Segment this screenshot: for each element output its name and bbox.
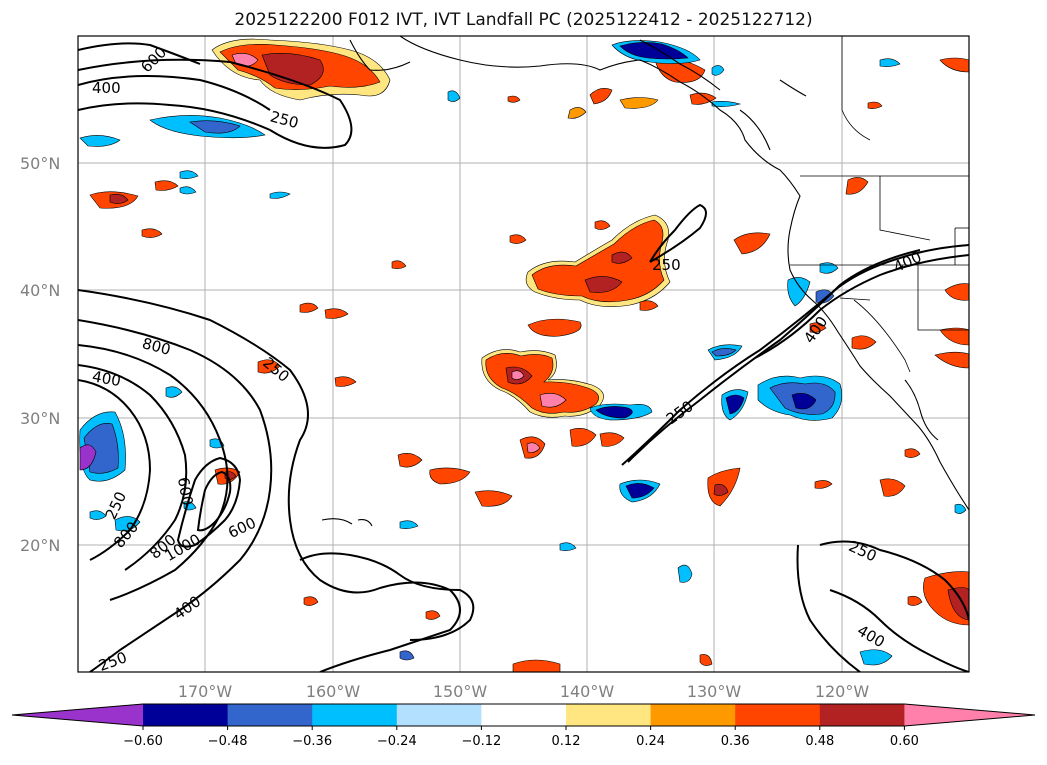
- contour-250-south: [819, 540, 969, 621]
- colorbar-extend-min: [12, 704, 143, 726]
- lon-label-160: 160°W: [306, 682, 361, 701]
- colorbar-segment: [481, 704, 567, 726]
- colorbar: [11, 703, 1036, 727]
- negative-ivt-blobs: [79, 40, 967, 666]
- colorbar-segment: [143, 704, 229, 726]
- colorbar-tick-label: −0.36: [292, 734, 332, 749]
- colorbar-tick-label: 0.60: [890, 734, 919, 749]
- colorbar-segment: [312, 704, 398, 726]
- contour-250-north: [78, 58, 353, 149]
- contour-label: 600: [174, 476, 197, 507]
- colorbar-segment: [396, 704, 482, 726]
- colorbar-segment: [819, 704, 905, 726]
- latitude-labels: 50°N 40°N 30°N 20°N: [20, 154, 60, 555]
- contour-label: 400: [92, 79, 121, 97]
- ivt-contours: [78, 42, 969, 672]
- contour-800-small: [176, 456, 242, 548]
- coastlines: [321, 36, 969, 527]
- lat-label-50: 50°N: [20, 154, 60, 173]
- map-title: 2025122200 F012 IVT, IVT Landfall PC (20…: [234, 10, 813, 30]
- contour-400-tongue: [754, 254, 969, 359]
- colorbar-extend-max: [904, 704, 1035, 726]
- contour-250-big: [78, 289, 461, 672]
- contour-400-south: [829, 589, 969, 672]
- colorbar-tick-label: −0.60: [123, 734, 163, 749]
- contour-600-west: [78, 344, 229, 601]
- contour-600-north: [78, 42, 201, 65]
- lat-label-40: 40°N: [20, 281, 60, 300]
- colorbar-segment: [566, 704, 652, 726]
- colorbar-tick-label: 0.36: [721, 734, 750, 749]
- colorbar-tick-label: 0.24: [636, 734, 665, 749]
- blob-alaska-west: [211, 38, 391, 101]
- colorbar-segment: [227, 704, 313, 726]
- contour-1000-west: [78, 379, 152, 561]
- blob-small-central: [89, 57, 969, 672]
- colorbar-tick-label: −0.48: [208, 734, 248, 749]
- contour-lower-loop: [299, 552, 475, 641]
- colorbar-tick-label: 0.12: [552, 734, 581, 749]
- contour-800-west: [78, 364, 188, 571]
- positive-ivt-blobs: [89, 38, 969, 672]
- lon-label-120: 120°W: [815, 682, 870, 701]
- lon-label-150: 150°W: [433, 682, 488, 701]
- contour-400-west: [78, 319, 273, 672]
- colorbar-tick-label: −0.24: [377, 734, 417, 749]
- colorbar-tick-label: 0.48: [805, 734, 834, 749]
- contour-label: 400: [91, 367, 122, 390]
- lat-label-20: 20°N: [20, 536, 60, 555]
- lon-label-140: 140°W: [560, 682, 615, 701]
- contour-250-tongue-b: [627, 249, 921, 463]
- contour-250-tongue: [621, 244, 969, 466]
- colorbar-tick-label: −0.12: [461, 734, 501, 749]
- blob-central-main: [525, 214, 671, 307]
- contour-250-upper-central: [649, 203, 707, 263]
- map-frame: [77, 35, 970, 673]
- lat-label-30: 30°N: [20, 409, 60, 428]
- blob-central-lower: [481, 349, 604, 418]
- colorbar-segment: [735, 704, 821, 726]
- contour-250-south-b: [796, 544, 861, 672]
- colorbar-segment: [650, 704, 736, 726]
- contour-400-north: [78, 75, 271, 111]
- lon-label-170: 170°W: [178, 682, 233, 701]
- lon-label-130: 130°W: [687, 682, 742, 701]
- colorbar-labels: −0.60 −0.48 −0.36 −0.24 −0.12 0.12 0.24 0.36 0.4…: [123, 726, 919, 749]
- longitude-labels: 170°W 160°W 150°W 140°W 130°W 120°W: [178, 682, 870, 701]
- contour-1000-small: [196, 470, 232, 532]
- contour-label: 250: [652, 256, 681, 274]
